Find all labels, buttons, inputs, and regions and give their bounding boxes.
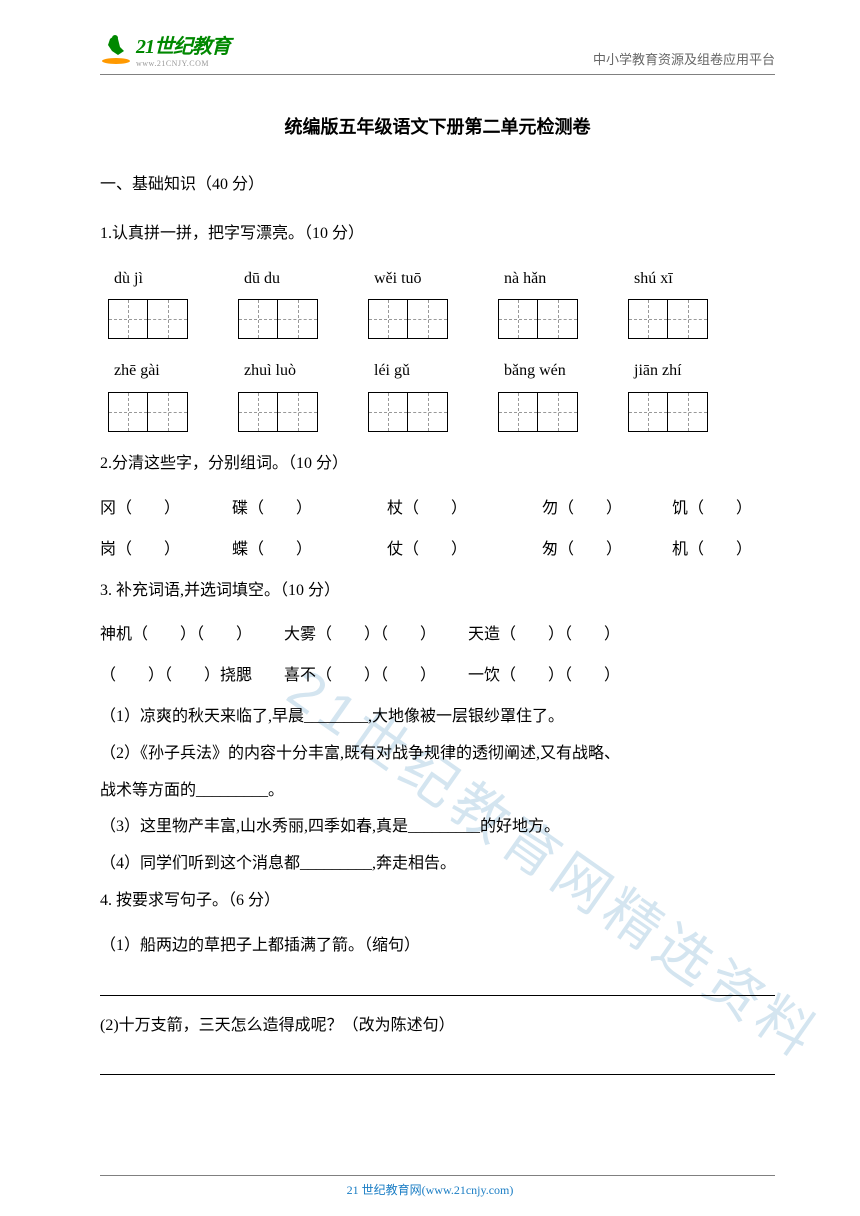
char-box[interactable] <box>108 299 148 339</box>
pinyin-row-2: zhē gài zhuì luò léi gǔ bǎng wén jiān zh… <box>114 353 775 390</box>
logo-text-en: www.21CNJY.COM <box>136 59 230 68</box>
word-item: 饥（ ） <box>672 491 752 528</box>
char-box[interactable] <box>238 392 278 432</box>
q3-s2: （2）《孙子兵法》的内容十分丰富,既有对战争规律的透彻阐述,又有战略、 <box>100 736 775 773</box>
q4-s1: （1）船两边的草把子上都插满了箭。（缩句） <box>100 928 775 965</box>
q3-text: 3. 补充词语,并选词填空。（10 分） <box>100 573 775 610</box>
footer-rule <box>100 1175 775 1176</box>
pinyin: bǎng wén <box>504 353 634 390</box>
q3-row-2: （ ）（ ）挠腮 喜不（ ）（ ） 一饮（ ）（ ） <box>100 658 775 695</box>
pinyin: wěi tuō <box>374 261 504 298</box>
page: 21世纪教育 www.21CNJY.COM 中小学教育资源及组卷应用平台 统编版… <box>0 0 860 1117</box>
char-box[interactable] <box>368 392 408 432</box>
char-box[interactable] <box>238 299 278 339</box>
content: 一、基础知识（40 分） 1.认真拼一拼，把字写漂亮。（10 分） dù jì … <box>100 167 775 1075</box>
word-item: 杖（ ） <box>387 491 542 528</box>
char-box[interactable] <box>498 392 538 432</box>
q2-row-2: 岗（ ） 蝶（ ） 仗（ ） 匆（ ） 机（ ） <box>100 532 775 569</box>
idiom-item: 神机（ ）（ ） <box>100 617 252 654</box>
char-box[interactable] <box>278 392 318 432</box>
word-item: 机（ ） <box>672 532 752 569</box>
box-row-1 <box>108 299 775 339</box>
word-item: 岗（ ） <box>100 532 232 569</box>
section-1-heading: 一、基础知识（40 分） <box>100 167 775 204</box>
char-box[interactable] <box>278 299 318 339</box>
q4-s2: (2)十万支箭，三天怎么造得成呢？（改为陈述句） <box>100 1008 775 1045</box>
pinyin: zhē gài <box>114 353 244 390</box>
footer-text: 21 世纪教育网(www.21cnjy.com) <box>0 1181 860 1198</box>
q3-row-1: 神机（ ）（ ） 大雾（ ）（ ） 天造（ ）（ ） <box>100 617 775 654</box>
word-item: 匆（ ） <box>542 532 672 569</box>
char-box[interactable] <box>538 299 578 339</box>
char-box[interactable] <box>668 392 708 432</box>
pinyin: dù jì <box>114 261 244 298</box>
idiom-item: 喜不（ ）（ ） <box>252 658 436 695</box>
char-box[interactable] <box>148 299 188 339</box>
char-box[interactable] <box>668 299 708 339</box>
answer-blank-line[interactable] <box>100 995 775 996</box>
char-box[interactable] <box>108 392 148 432</box>
logo-runner-icon <box>100 33 132 65</box>
pinyin: nà hǎn <box>504 261 634 298</box>
word-item: 仗（ ） <box>387 532 542 569</box>
char-box[interactable] <box>498 299 538 339</box>
char-box[interactable] <box>628 299 668 339</box>
char-box[interactable] <box>148 392 188 432</box>
word-item: 蝶（ ） <box>232 532 387 569</box>
q3-s3: （3）这里物产丰富,山水秀丽,四季如春,真是_________的好地方。 <box>100 809 775 846</box>
idiom-item: 一饮（ ）（ ） <box>436 658 620 695</box>
pinyin: shú xī <box>634 261 764 298</box>
word-item: 碟（ ） <box>232 491 387 528</box>
pinyin: jiān zhí <box>634 353 764 390</box>
q1-text: 1.认真拼一拼，把字写漂亮。（10 分） <box>100 216 775 253</box>
char-box[interactable] <box>408 392 448 432</box>
idiom-item: 大雾（ ）（ ） <box>252 617 436 654</box>
page-title: 统编版五年级语文下册第二单元检测卷 <box>100 113 775 139</box>
word-item: 勿（ ） <box>542 491 672 528</box>
char-box[interactable] <box>368 299 408 339</box>
q2-text: 2.分清这些字，分别组词。（10 分） <box>100 446 775 483</box>
q2-row-1: 冈（ ） 碟（ ） 杖（ ） 勿（ ） 饥（ ） <box>100 491 775 528</box>
header-rule <box>100 74 775 75</box>
char-box[interactable] <box>628 392 668 432</box>
answer-blank-line[interactable] <box>100 1074 775 1075</box>
idiom-item: （ ）（ ）挠腮 <box>100 658 252 695</box>
q4-text: 4. 按要求写句子。（6 分） <box>100 883 775 920</box>
idiom-item: 天造（ ）（ ） <box>436 617 620 654</box>
q3-s2b: 战术等方面的_________。 <box>100 773 775 810</box>
logo-text-cn: 21世纪教育 <box>136 30 230 59</box>
char-box[interactable] <box>408 299 448 339</box>
pinyin: zhuì luò <box>244 353 374 390</box>
q3-s4: （4）同学们听到这个消息都_________,奔走相告。 <box>100 846 775 883</box>
logo: 21世纪教育 www.21CNJY.COM <box>100 30 230 68</box>
pinyin: dū du <box>244 261 374 298</box>
pinyin: léi gǔ <box>374 353 504 390</box>
box-row-2 <box>108 392 775 432</box>
header-right-text: 中小学教育资源及组卷应用平台 <box>593 49 775 68</box>
pinyin-row-1: dù jì dū du wěi tuō nà hǎn shú xī <box>114 261 775 298</box>
word-item: 冈（ ） <box>100 491 232 528</box>
char-box[interactable] <box>538 392 578 432</box>
header: 21世纪教育 www.21CNJY.COM 中小学教育资源及组卷应用平台 <box>100 30 775 68</box>
q3-s1: （1）凉爽的秋天来临了,早晨________,大地像被一层银纱罩住了。 <box>100 699 775 736</box>
